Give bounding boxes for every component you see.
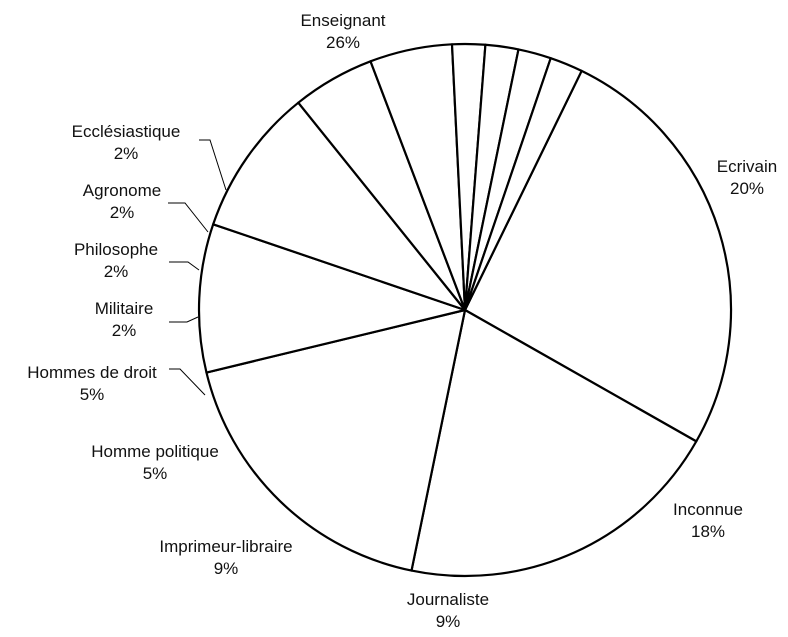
slice-label-imprimeur-libraire: Imprimeur-libraire [159, 537, 292, 556]
pie-slice-journaliste [197, 223, 467, 374]
slice-label-philosophe: Philosophe [74, 240, 158, 259]
slice-value-homme-politique: 5% [143, 464, 168, 483]
pie-slices [197, 42, 733, 578]
leader-line-philosophe [169, 261, 200, 271]
slice-value-agronome: 2% [110, 203, 135, 222]
leader-line-militaire [169, 316, 199, 323]
slice-value-enseignant: 26% [326, 33, 360, 52]
slice-value-inconnue: 18% [691, 522, 725, 541]
slice-labels: Enseignant 26% Ecrivain 20% Inconnue 18% Journ… [27, 11, 777, 631]
slice-label-agronome: Agronome [83, 181, 161, 200]
leader-line-agronome [168, 202, 209, 233]
pie-slice-ecclesiastique [463, 57, 583, 312]
pie-slice-imprimeur-libraire [212, 101, 467, 312]
leader-lines [168, 139, 227, 396]
slice-value-philosophe: 2% [104, 262, 129, 281]
slice-label-journaliste: Journaliste [407, 590, 489, 609]
slice-label-militaire: Militaire [95, 299, 154, 318]
slice-label-enseignant: Enseignant [300, 11, 385, 30]
slice-label-hommes-de-droit: Hommes de droit [27, 363, 157, 382]
pie-slice-inconnue [205, 308, 467, 572]
slice-value-journaliste: 9% [436, 612, 461, 631]
slice-value-hommes-de-droit: 5% [80, 385, 105, 404]
slice-value-ecrivain: 20% [730, 179, 764, 198]
slice-label-ecclesiastique: Ecclésiastique [72, 122, 181, 141]
leader-line-hommes-de-droit [169, 368, 206, 396]
pie-slice-enseignant [463, 69, 733, 443]
slice-value-ecclesiastique: 2% [114, 144, 139, 163]
pie-slice-ecrivain [410, 308, 698, 578]
slice-label-ecrivain: Ecrivain [717, 157, 777, 176]
slice-value-imprimeur-libraire: 9% [214, 559, 239, 578]
slice-value-militaire: 2% [112, 321, 137, 340]
slice-label-inconnue: Inconnue [673, 500, 743, 519]
slice-label-homme-politique: Homme politique [91, 442, 219, 461]
leader-line-ecclesiastique [199, 139, 227, 191]
